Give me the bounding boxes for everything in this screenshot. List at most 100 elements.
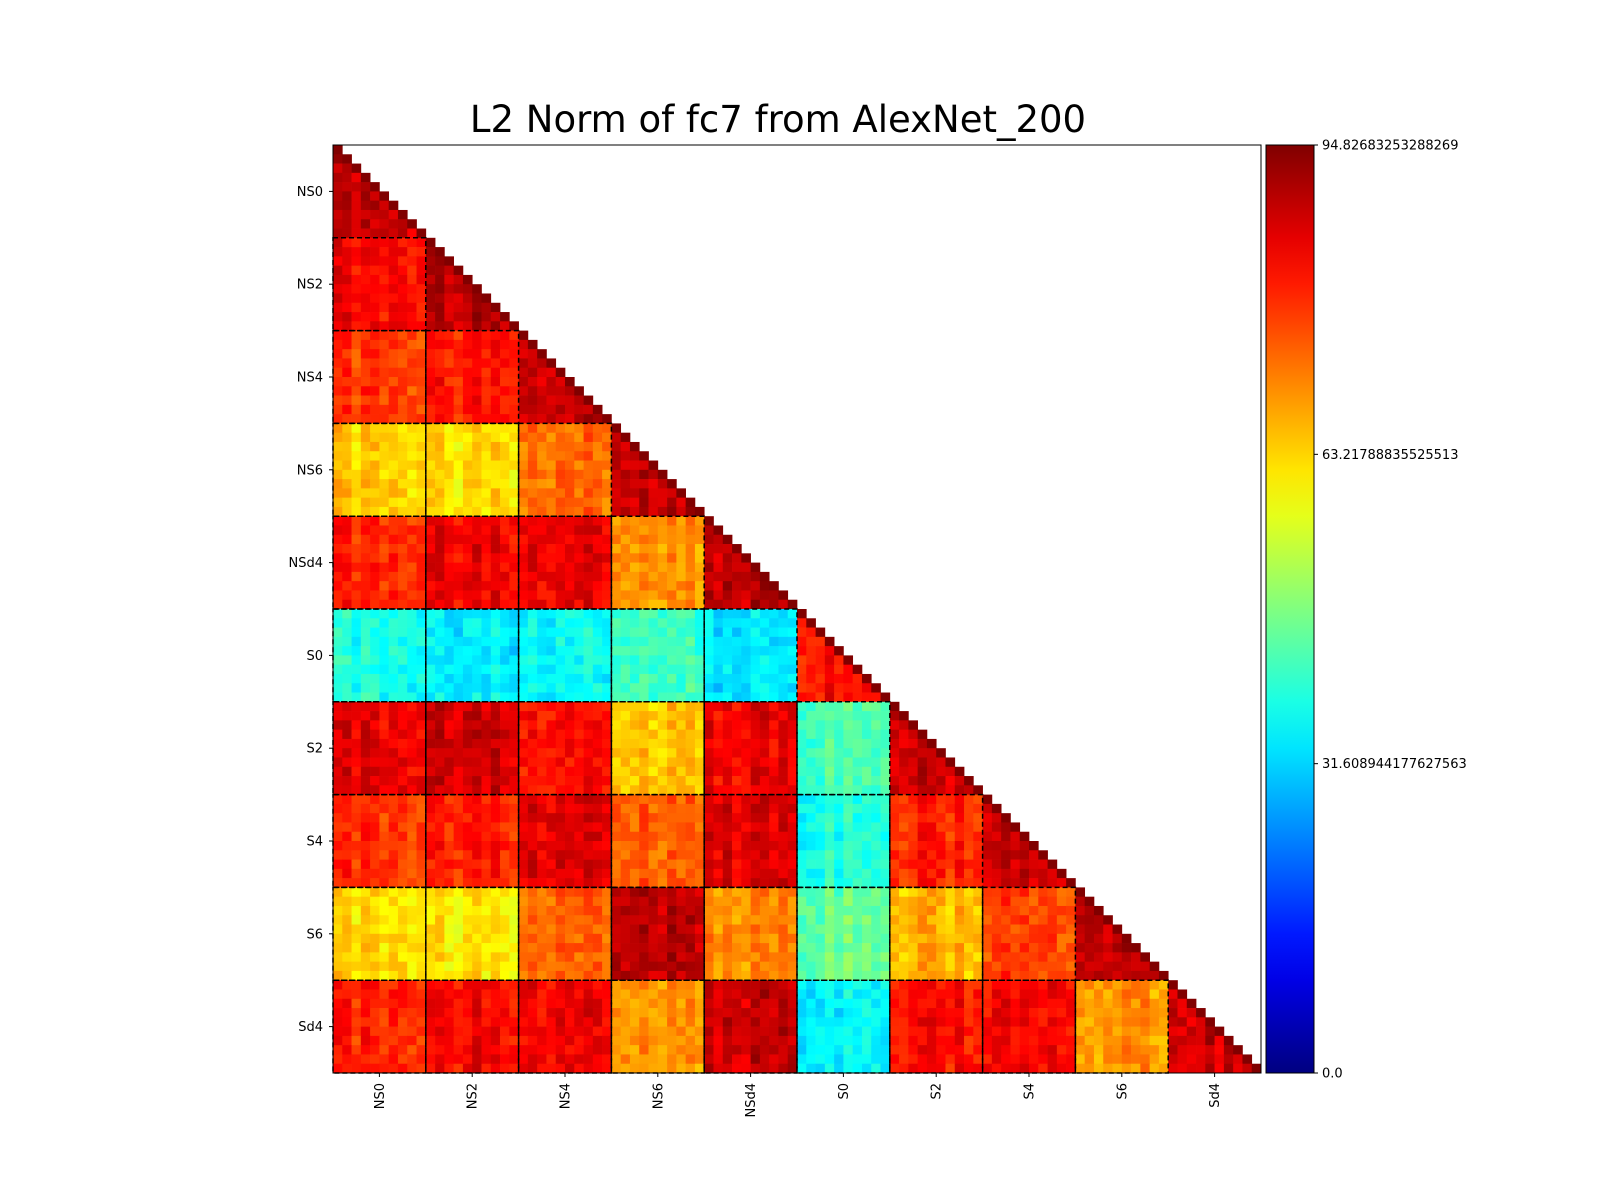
heatmap-cell <box>583 868 594 879</box>
heatmap-cell <box>462 506 473 517</box>
heatmap-cell <box>537 1063 547 1074</box>
heatmap-cell <box>518 1017 529 1027</box>
heatmap-cell <box>370 395 380 406</box>
heatmap-cell <box>806 673 816 684</box>
heatmap-cell <box>397 776 408 786</box>
heatmap-cell <box>685 1054 696 1065</box>
heatmap-cell <box>824 878 835 888</box>
heatmap-cell <box>435 414 445 424</box>
heatmap-cell <box>889 720 900 730</box>
heatmap-cell <box>1121 1045 1132 1055</box>
heatmap-cell <box>360 571 371 582</box>
heatmap-cell <box>964 961 974 972</box>
heatmap-cell <box>880 1026 891 1037</box>
heatmap-cell <box>834 785 844 795</box>
heatmap-cell <box>351 859 362 870</box>
heatmap-cell <box>509 516 519 526</box>
heatmap-cell <box>425 237 436 248</box>
heatmap-cell <box>407 256 417 266</box>
heatmap-cell <box>602 423 612 434</box>
heatmap-cell <box>490 571 501 582</box>
heatmap-cell <box>379 989 390 1000</box>
heatmap-cell <box>1001 841 1011 851</box>
heatmap-cell <box>565 998 575 1009</box>
heatmap-cell <box>834 748 844 758</box>
heatmap-cell <box>667 970 677 981</box>
heatmap-cell <box>861 850 872 860</box>
heatmap-cell <box>787 720 798 730</box>
heatmap-cell <box>834 905 844 916</box>
heatmap-cell <box>602 924 612 935</box>
heatmap-cell <box>639 1035 649 1046</box>
heatmap-cell <box>648 534 659 545</box>
heatmap-cell <box>462 488 473 498</box>
heatmap-cell <box>1168 1045 1178 1055</box>
heatmap-cell <box>342 618 352 628</box>
heatmap-cell <box>388 943 399 953</box>
heatmap-cell <box>397 349 408 359</box>
heatmap-cell <box>379 479 390 489</box>
heatmap-cell <box>481 766 492 777</box>
heatmap-cell <box>639 627 649 638</box>
heatmap-cell <box>388 664 399 675</box>
heatmap-cell <box>453 776 464 786</box>
heatmap-cell <box>481 377 492 387</box>
heatmap-cell <box>778 803 789 814</box>
heatmap-cell <box>546 386 557 396</box>
heatmap-cell <box>639 887 649 898</box>
heatmap-cell <box>861 738 872 749</box>
heatmap-cell <box>834 933 844 944</box>
heatmap-cell <box>602 488 612 498</box>
heatmap-cell <box>611 998 622 1009</box>
heatmap-cell <box>620 841 631 851</box>
heatmap-cell <box>546 980 557 990</box>
heatmap-cell <box>407 998 417 1009</box>
heatmap-cell <box>1010 822 1021 833</box>
heatmap-cell <box>537 859 547 870</box>
heatmap-cell <box>537 525 547 536</box>
heatmap-cell <box>732 1026 742 1037</box>
heatmap-cell <box>639 776 649 786</box>
heatmap-cell <box>657 664 668 675</box>
heatmap-cell <box>676 868 686 879</box>
heatmap-cell <box>379 785 390 795</box>
heatmap-cell <box>360 655 371 666</box>
heatmap-cell <box>333 822 343 833</box>
heatmap-cell <box>982 859 993 870</box>
heatmap-cell <box>546 432 557 443</box>
heatmap-cell <box>741 609 751 619</box>
heatmap-cell <box>592 441 603 452</box>
heatmap-cell <box>537 553 547 563</box>
heatmap-cell <box>1121 1008 1132 1018</box>
heatmap-cell <box>481 794 492 805</box>
heatmap-cell <box>453 701 464 712</box>
heatmap-cell <box>333 525 343 536</box>
heatmap-cell <box>370 247 380 257</box>
heatmap-cell <box>537 432 547 443</box>
heatmap-cell <box>444 590 454 601</box>
heatmap-cell <box>1131 952 1141 962</box>
heatmap-cell <box>629 460 640 471</box>
heatmap-cell <box>843 970 854 981</box>
heatmap-cell <box>694 618 705 628</box>
heatmap-cell <box>472 534 482 545</box>
heatmap-cell <box>1112 1054 1123 1065</box>
heatmap-cell <box>351 293 362 304</box>
heatmap-cell <box>462 841 473 851</box>
heatmap-cell <box>453 692 464 703</box>
heatmap-cell <box>852 683 863 693</box>
heatmap-cell <box>889 905 900 916</box>
heatmap-cell <box>592 961 603 972</box>
heatmap-cell <box>704 729 714 740</box>
heatmap-cell <box>769 905 779 916</box>
heatmap-cell <box>453 469 464 480</box>
heatmap-cell <box>713 720 724 730</box>
heatmap-cell <box>861 776 872 786</box>
heatmap-cell <box>704 924 714 935</box>
heatmap-cell <box>629 636 640 647</box>
heatmap-cell <box>509 423 519 434</box>
heatmap-cell <box>945 933 956 944</box>
heatmap-cell <box>342 664 352 675</box>
heatmap-cell <box>546 358 557 369</box>
heatmap-cell <box>1029 1035 1039 1046</box>
